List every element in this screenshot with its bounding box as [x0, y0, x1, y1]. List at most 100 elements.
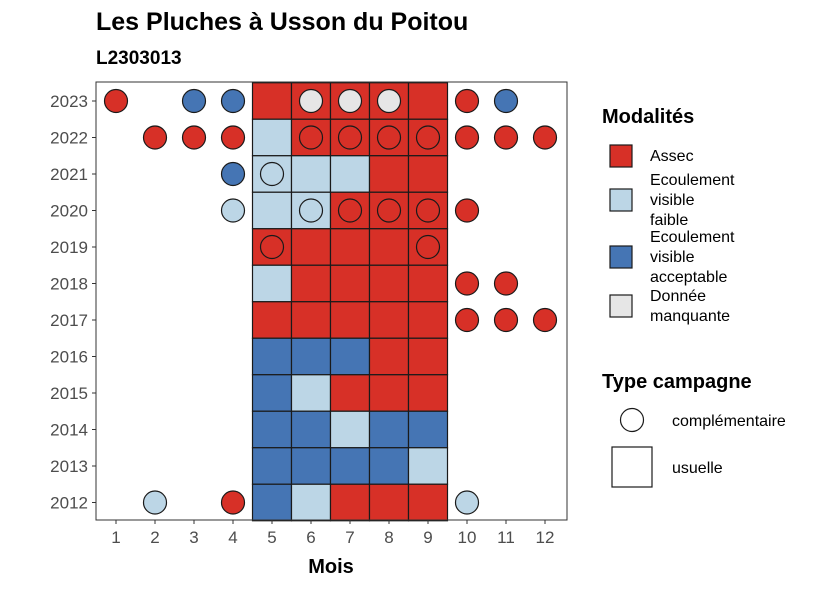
plot-border	[95, 81, 568, 521]
legend-key-usuelle	[611, 446, 653, 488]
usual-cells	[251, 82, 449, 522]
cell-usuelle	[251, 118, 293, 157]
cell-usuelle	[251, 301, 293, 339]
cell-usuelle	[407, 410, 449, 449]
point-complementaire	[532, 307, 558, 333]
legend-label-complementaire: complémentaire	[672, 413, 786, 430]
chart-title: Les Pluches à Usson du Poitou	[96, 8, 468, 36]
point-complementaire	[259, 161, 285, 187]
cell-usuelle	[368, 301, 410, 339]
point-complementaire	[337, 88, 363, 114]
cell-usuelle	[368, 447, 410, 485]
complementary-points	[103, 88, 558, 515]
y-tick-label: 2015	[50, 384, 88, 403]
y-tick-label: 2016	[50, 348, 88, 367]
y-tick-label: 2023	[50, 92, 88, 111]
point-complementaire	[376, 198, 402, 223]
cell-usuelle	[290, 337, 332, 376]
point-complementaire	[181, 125, 207, 150]
point-complementaire	[142, 125, 168, 150]
cell-usuelle	[407, 337, 449, 376]
cell-usuelle	[368, 483, 410, 522]
x-tick-label: 9	[423, 528, 432, 547]
y-tick-label: 2021	[50, 165, 88, 184]
x-axis-title: Mois	[308, 556, 354, 578]
point-complementaire	[220, 161, 246, 187]
y-tick-label: 2020	[50, 202, 88, 221]
x-tick-label: 4	[228, 528, 237, 547]
legend-modalites: Modalités Assec Ecoulement visible faibleEc…	[602, 106, 735, 325]
x-tick-label: 11	[497, 528, 515, 547]
cell-usuelle	[407, 483, 449, 522]
legend-key-F	[609, 188, 633, 212]
cell-usuelle	[290, 374, 332, 412]
point-complementaire	[103, 88, 129, 114]
point-complementaire	[376, 88, 402, 114]
cell-usuelle	[368, 264, 410, 303]
point-complementaire	[259, 234, 285, 260]
legend-type-campagne: Type campagne complémentaire usuelle	[602, 371, 786, 488]
cell-usuelle	[407, 447, 449, 485]
x-tick-label: 3	[189, 528, 198, 547]
cell-usuelle	[368, 155, 410, 193]
point-complementaire	[181, 88, 207, 114]
y-axis: 2023 2022 2021 2020 2019 2018 2017 2016 2015 2014…	[50, 92, 96, 513]
x-tick-label: 10	[458, 528, 477, 547]
point-complementaire	[454, 307, 480, 333]
y-tick-label: 2018	[50, 275, 88, 294]
point-complementaire	[415, 234, 441, 260]
cell-usuelle	[251, 264, 293, 303]
cell-usuelle	[329, 264, 371, 303]
cell-usuelle	[329, 447, 371, 485]
cell-usuelle	[290, 483, 332, 522]
cell-usuelle	[251, 374, 293, 412]
cell-usuelle	[368, 337, 410, 376]
legend-modalites-title: Modalités	[602, 106, 694, 128]
cell-usuelle	[251, 337, 293, 376]
point-complementaire	[337, 125, 363, 150]
cell-usuelle	[329, 155, 371, 193]
x-tick-label: 12	[536, 528, 555, 547]
point-complementaire	[220, 125, 246, 150]
legend-label-M: Donnée manquante	[650, 288, 730, 325]
legend-key-complementaire	[619, 407, 645, 433]
cell-usuelle	[329, 337, 371, 376]
point-complementaire	[337, 198, 363, 223]
x-tick-label: 7	[345, 528, 354, 547]
point-complementaire	[454, 271, 480, 296]
point-complementaire	[298, 88, 324, 114]
cell-usuelle	[329, 374, 371, 412]
legend-key-M	[609, 294, 633, 318]
x-tick-label: 8	[384, 528, 393, 547]
legend-label-usuelle: usuelle	[672, 460, 723, 477]
cell-usuelle	[407, 155, 449, 193]
point-complementaire	[220, 88, 246, 114]
cell-usuelle	[290, 228, 332, 266]
x-tick-label: 6	[306, 528, 315, 547]
point-complementaire	[415, 198, 441, 223]
y-tick-label: 2014	[50, 421, 88, 440]
cell-usuelle	[329, 228, 371, 266]
point-complementaire	[298, 198, 324, 223]
legend-label-F: Ecoulement visible faible	[650, 172, 735, 229]
cell-usuelle	[290, 155, 332, 193]
cell-usuelle	[368, 410, 410, 449]
y-tick-label: 2012	[50, 494, 88, 513]
cell-usuelle	[329, 483, 371, 522]
cell-usuelle	[329, 301, 371, 339]
point-complementaire	[376, 125, 402, 150]
legend-label-V: Ecoulement visible acceptable	[650, 229, 735, 286]
point-complementaire	[454, 198, 480, 223]
legend-label-A: Assec	[650, 148, 694, 165]
point-complementaire	[454, 125, 480, 150]
legend-key-V	[609, 245, 633, 269]
x-tick-label: 1	[111, 528, 120, 547]
point-complementaire	[493, 307, 519, 333]
y-tick-label: 2013	[50, 457, 88, 476]
chart-subtitle: L2303013	[96, 48, 182, 69]
y-tick-label: 2017	[50, 311, 88, 330]
point-complementaire	[493, 125, 519, 150]
y-tick-label: 2019	[50, 238, 88, 257]
y-tick-label: 2022	[50, 129, 88, 148]
